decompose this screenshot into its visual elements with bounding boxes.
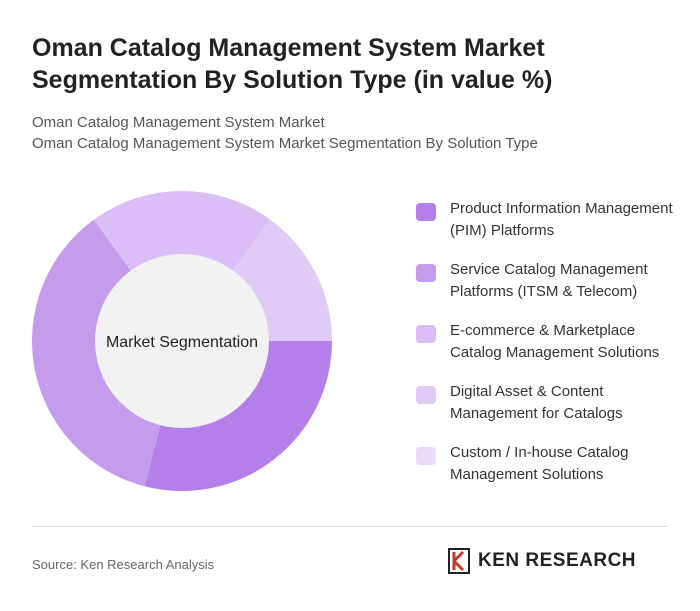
subtitle-2: Oman Catalog Management System Market Se…: [32, 135, 538, 152]
legend-label: Product Information Management (PIM) Pla…: [450, 200, 673, 239]
legend: Product Information Management (PIM) Pla…: [416, 198, 686, 503]
logo-text: KEN RESEARCH: [478, 550, 637, 571]
source-note: Source: Ken Research Analysis: [32, 557, 215, 572]
legend-label: Service Catalog Management Platforms (IT…: [450, 261, 648, 300]
legend-item: Product Information Management (PIM) Pla…: [416, 198, 686, 259]
subtitle-1: Oman Catalog Management System Market: [32, 114, 325, 131]
donut-hole: [95, 254, 269, 428]
legend-swatch: [416, 386, 436, 404]
center-label: Market Segmentation: [106, 334, 258, 351]
legend-item: Custom / In-house Catalog Management Sol…: [416, 442, 686, 503]
ken-research-logo: KEN RESEARCH: [448, 548, 636, 574]
legend-swatch: [416, 325, 436, 343]
legend-label: Custom / In-house Catalog Management Sol…: [450, 444, 629, 483]
legend-item: Service Catalog Management Platforms (IT…: [416, 259, 686, 320]
legend-item: E-commerce & Marketplace Catalog Managem…: [416, 320, 686, 381]
divider: [32, 526, 668, 527]
legend-swatch: [416, 264, 436, 282]
donut-chart: Market Segmentation: [31, 191, 332, 491]
legend-label: E-commerce & Marketplace Catalog Managem…: [450, 322, 660, 361]
legend-item: Digital Asset & Content Management for C…: [416, 381, 686, 442]
logo-icon: [448, 548, 470, 574]
chart-title: Oman Catalog Management System Market Se…: [32, 34, 553, 94]
legend-swatch: [416, 203, 436, 221]
legend-swatch: [416, 447, 436, 465]
legend-label: Digital Asset & Content Management for C…: [450, 383, 623, 422]
